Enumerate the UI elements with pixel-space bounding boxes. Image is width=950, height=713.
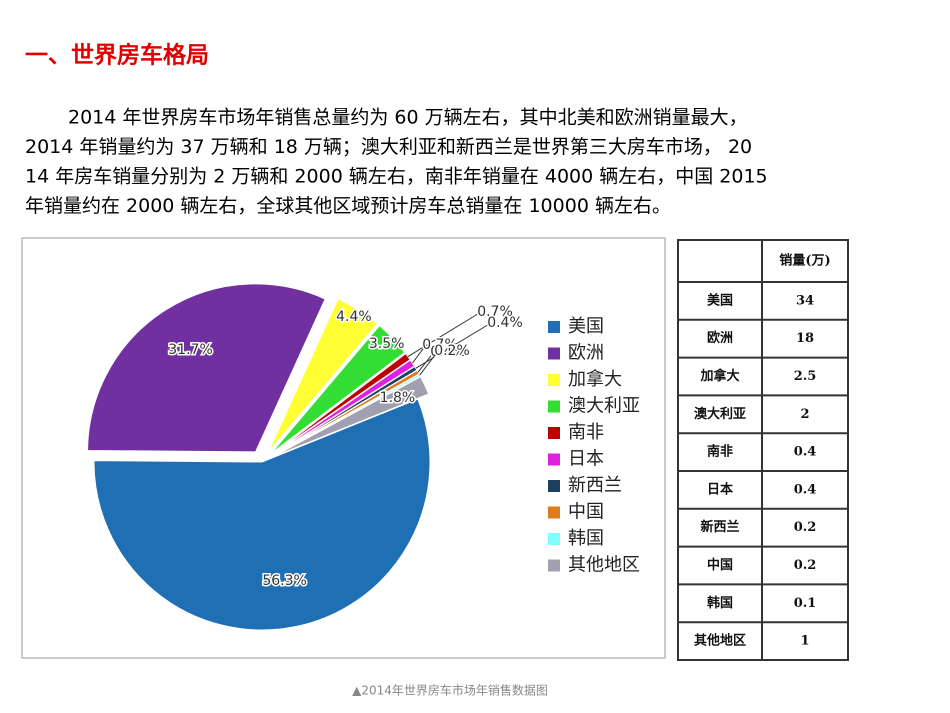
data-label: 0.7% <box>422 337 458 353</box>
pie-slice <box>267 298 378 453</box>
heading: 一、世界房车格局 <box>25 42 209 69</box>
data-label: 4.4% <box>336 309 372 325</box>
table-cell: 新西兰 <box>700 519 739 535</box>
table-cell: 0.2 <box>794 520 817 535</box>
table-cell: 澳大利亚 <box>694 406 746 422</box>
table-cell: 0.4 <box>794 482 817 497</box>
data-label: 0.7% <box>477 304 513 320</box>
data-label: 1.8% <box>380 390 416 406</box>
legend-swatch <box>548 321 560 333</box>
pie-slice <box>93 398 431 631</box>
table-cell: 日本 <box>707 481 733 497</box>
legend-swatch <box>548 374 560 386</box>
legend-label: 日本 <box>568 449 604 470</box>
paragraph-line: 2014 年销量约为 37 万辆和 18 万辆；澳大利亚和新西兰是世界第三大房车… <box>25 136 752 158</box>
legend-label: 中国 <box>568 502 604 523</box>
data-label: 56.3% <box>262 573 306 589</box>
legend-swatch <box>548 400 560 413</box>
table-cell: 加拿大 <box>699 368 739 384</box>
table-cell: 南非 <box>707 444 733 460</box>
legend-label: 澳大利亚 <box>568 396 640 417</box>
legend-swatch <box>548 347 560 360</box>
legend-label: 新西兰 <box>568 475 622 496</box>
legend-swatch <box>548 427 560 439</box>
table-cell: 0.4 <box>794 445 817 460</box>
table-cell: 2 <box>800 407 809 422</box>
paragraph-line: 2014 年世界房车市场年销售总量约为 60 万辆左右，其中北美和欧洲销量最大， <box>68 107 748 129</box>
legend-swatch <box>548 533 560 545</box>
table-cell: 美国 <box>707 292 733 308</box>
pie-slice <box>87 283 326 453</box>
table-cell: 其他地区 <box>694 633 746 649</box>
leader-line <box>419 350 439 376</box>
data-label: 0.2% <box>434 343 470 359</box>
table-cell: 2.5 <box>794 369 817 384</box>
legend-label: 其他地区 <box>568 555 640 576</box>
table-cell: 欧洲 <box>707 330 733 346</box>
leader-line <box>407 311 482 358</box>
table-cell: 1 <box>800 634 809 649</box>
legend-label: 南非 <box>568 422 604 443</box>
legend-swatch <box>548 453 560 466</box>
table-cell: 34 <box>796 293 814 308</box>
paragraph-line: 年销量约在 2000 辆左右，全球其他区域预计房车总销量在 10000 辆左右。 <box>25 195 671 217</box>
table-cell: 中国 <box>707 557 733 573</box>
legend-label: 美国 <box>568 316 604 337</box>
legend-label: 欧洲 <box>568 343 604 364</box>
legend-swatch <box>548 559 560 572</box>
paragraph-line: 14 年房车销量分别为 2 万辆和 2000 辆左右，南非年销量在 4000 辆… <box>25 166 768 188</box>
leader-line <box>417 351 435 373</box>
caption: ▲2014年世界房车市场年销售数据图 <box>352 683 548 698</box>
table-cell: 韩国 <box>707 595 733 611</box>
legend-label: 韩国 <box>568 528 604 549</box>
pie-slice <box>270 324 406 455</box>
table-cell: 18 <box>796 331 814 346</box>
leader-line <box>411 344 427 364</box>
data-label: 31.7% <box>168 342 212 358</box>
leader-line <box>415 322 492 369</box>
table-cell: 0.1 <box>794 596 817 611</box>
data-label: 0.4% <box>487 315 523 331</box>
legend-swatch <box>548 480 560 492</box>
legend-label: 加拿大 <box>568 368 622 390</box>
table-header: 销量(万) <box>779 253 830 269</box>
data-label: 3.5% <box>369 336 405 352</box>
data-label: 0.4% <box>430 344 466 360</box>
pie-slice <box>272 376 430 458</box>
table-cell: 0.2 <box>794 558 817 573</box>
legend-swatch <box>548 506 560 519</box>
